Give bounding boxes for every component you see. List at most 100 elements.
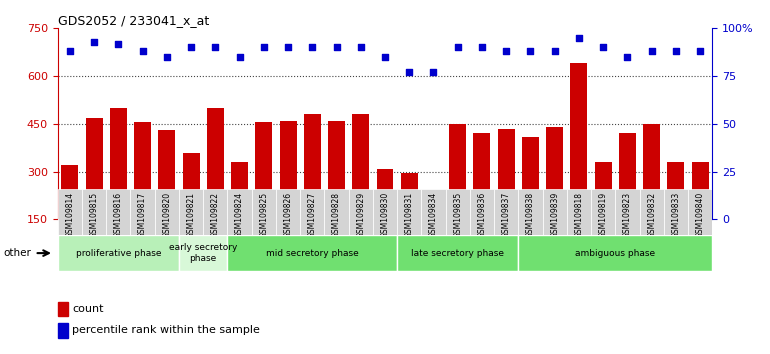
- Text: mid secretory phase: mid secretory phase: [266, 249, 359, 258]
- Bar: [231, 162, 248, 219]
- Point: [64, 48, 76, 54]
- Bar: [668, 162, 685, 219]
- Text: ambiguous phase: ambiguous phase: [575, 249, 655, 258]
- Bar: [449, 124, 466, 219]
- Bar: [615, 189, 640, 235]
- Bar: [594, 162, 611, 219]
- Bar: [543, 189, 567, 235]
- Bar: [159, 130, 176, 219]
- Bar: [591, 189, 615, 235]
- Point: [185, 45, 197, 50]
- Bar: [373, 189, 397, 235]
- Point: [500, 48, 512, 54]
- Text: GSM109820: GSM109820: [162, 192, 172, 238]
- Text: GSM109839: GSM109839: [551, 192, 559, 238]
- Text: count: count: [72, 304, 104, 314]
- Bar: [397, 189, 421, 235]
- Bar: [304, 114, 321, 219]
- Bar: [182, 153, 199, 219]
- Point: [476, 45, 488, 50]
- Text: GSM109822: GSM109822: [211, 192, 219, 238]
- Point: [427, 69, 440, 75]
- Text: GDS2052 / 233041_x_at: GDS2052 / 233041_x_at: [58, 14, 209, 27]
- Bar: [446, 189, 470, 235]
- Text: GSM109816: GSM109816: [114, 192, 123, 238]
- Point: [573, 35, 585, 41]
- Text: GSM109821: GSM109821: [186, 192, 196, 238]
- Bar: [397, 235, 518, 271]
- Text: GSM109837: GSM109837: [502, 192, 511, 238]
- Text: GSM109817: GSM109817: [138, 192, 147, 238]
- Bar: [155, 189, 179, 235]
- Text: GSM109828: GSM109828: [332, 192, 341, 238]
- Point: [694, 48, 706, 54]
- Text: GSM109818: GSM109818: [574, 192, 584, 238]
- Text: GSM109833: GSM109833: [671, 192, 681, 238]
- Bar: [664, 189, 688, 235]
- Text: percentile rank within the sample: percentile rank within the sample: [72, 325, 260, 336]
- Bar: [571, 63, 588, 219]
- Point: [258, 45, 270, 50]
- Point: [161, 54, 173, 60]
- Text: GSM109827: GSM109827: [308, 192, 316, 238]
- Bar: [643, 124, 660, 219]
- Point: [451, 45, 464, 50]
- Bar: [130, 189, 155, 235]
- Bar: [276, 189, 300, 235]
- Bar: [85, 118, 102, 219]
- Point: [597, 45, 609, 50]
- Point: [136, 48, 149, 54]
- Bar: [518, 189, 543, 235]
- Point: [306, 45, 319, 50]
- Text: early secretory
phase: early secretory phase: [169, 244, 237, 263]
- Text: GSM109823: GSM109823: [623, 192, 632, 238]
- Bar: [470, 189, 494, 235]
- Point: [621, 54, 634, 60]
- Bar: [179, 235, 227, 271]
- Bar: [497, 129, 514, 219]
- Bar: [328, 121, 345, 219]
- Point: [282, 45, 294, 50]
- Point: [524, 48, 537, 54]
- Bar: [106, 189, 130, 235]
- Text: GSM109834: GSM109834: [429, 192, 438, 238]
- Bar: [227, 189, 252, 235]
- Point: [233, 54, 246, 60]
- Bar: [256, 122, 273, 219]
- Bar: [522, 137, 539, 219]
- Text: GSM109819: GSM109819: [598, 192, 608, 238]
- Text: GSM109824: GSM109824: [235, 192, 244, 238]
- Text: GSM109836: GSM109836: [477, 192, 487, 238]
- Text: GSM109835: GSM109835: [454, 192, 462, 238]
- Point: [355, 45, 367, 50]
- Bar: [400, 173, 417, 219]
- Bar: [207, 108, 224, 219]
- Point: [548, 48, 561, 54]
- Text: GSM109826: GSM109826: [283, 192, 293, 238]
- Bar: [62, 165, 79, 219]
- Bar: [619, 133, 636, 219]
- Bar: [252, 189, 276, 235]
- Bar: [134, 122, 151, 219]
- Bar: [58, 302, 68, 316]
- Bar: [421, 189, 446, 235]
- Text: GSM109814: GSM109814: [65, 192, 75, 238]
- Bar: [425, 208, 442, 219]
- Point: [88, 39, 100, 45]
- Bar: [494, 189, 518, 235]
- Point: [379, 54, 391, 60]
- Bar: [688, 189, 712, 235]
- Point: [209, 45, 222, 50]
- Bar: [324, 189, 349, 235]
- Point: [112, 41, 125, 46]
- Bar: [280, 121, 296, 219]
- Bar: [546, 127, 563, 219]
- Bar: [227, 235, 397, 271]
- Bar: [474, 133, 490, 219]
- Bar: [567, 189, 591, 235]
- Text: GSM109838: GSM109838: [526, 192, 535, 238]
- Text: late secretory phase: late secretory phase: [411, 249, 504, 258]
- Text: other: other: [4, 248, 32, 258]
- Text: GSM109840: GSM109840: [695, 192, 705, 238]
- Bar: [110, 108, 127, 219]
